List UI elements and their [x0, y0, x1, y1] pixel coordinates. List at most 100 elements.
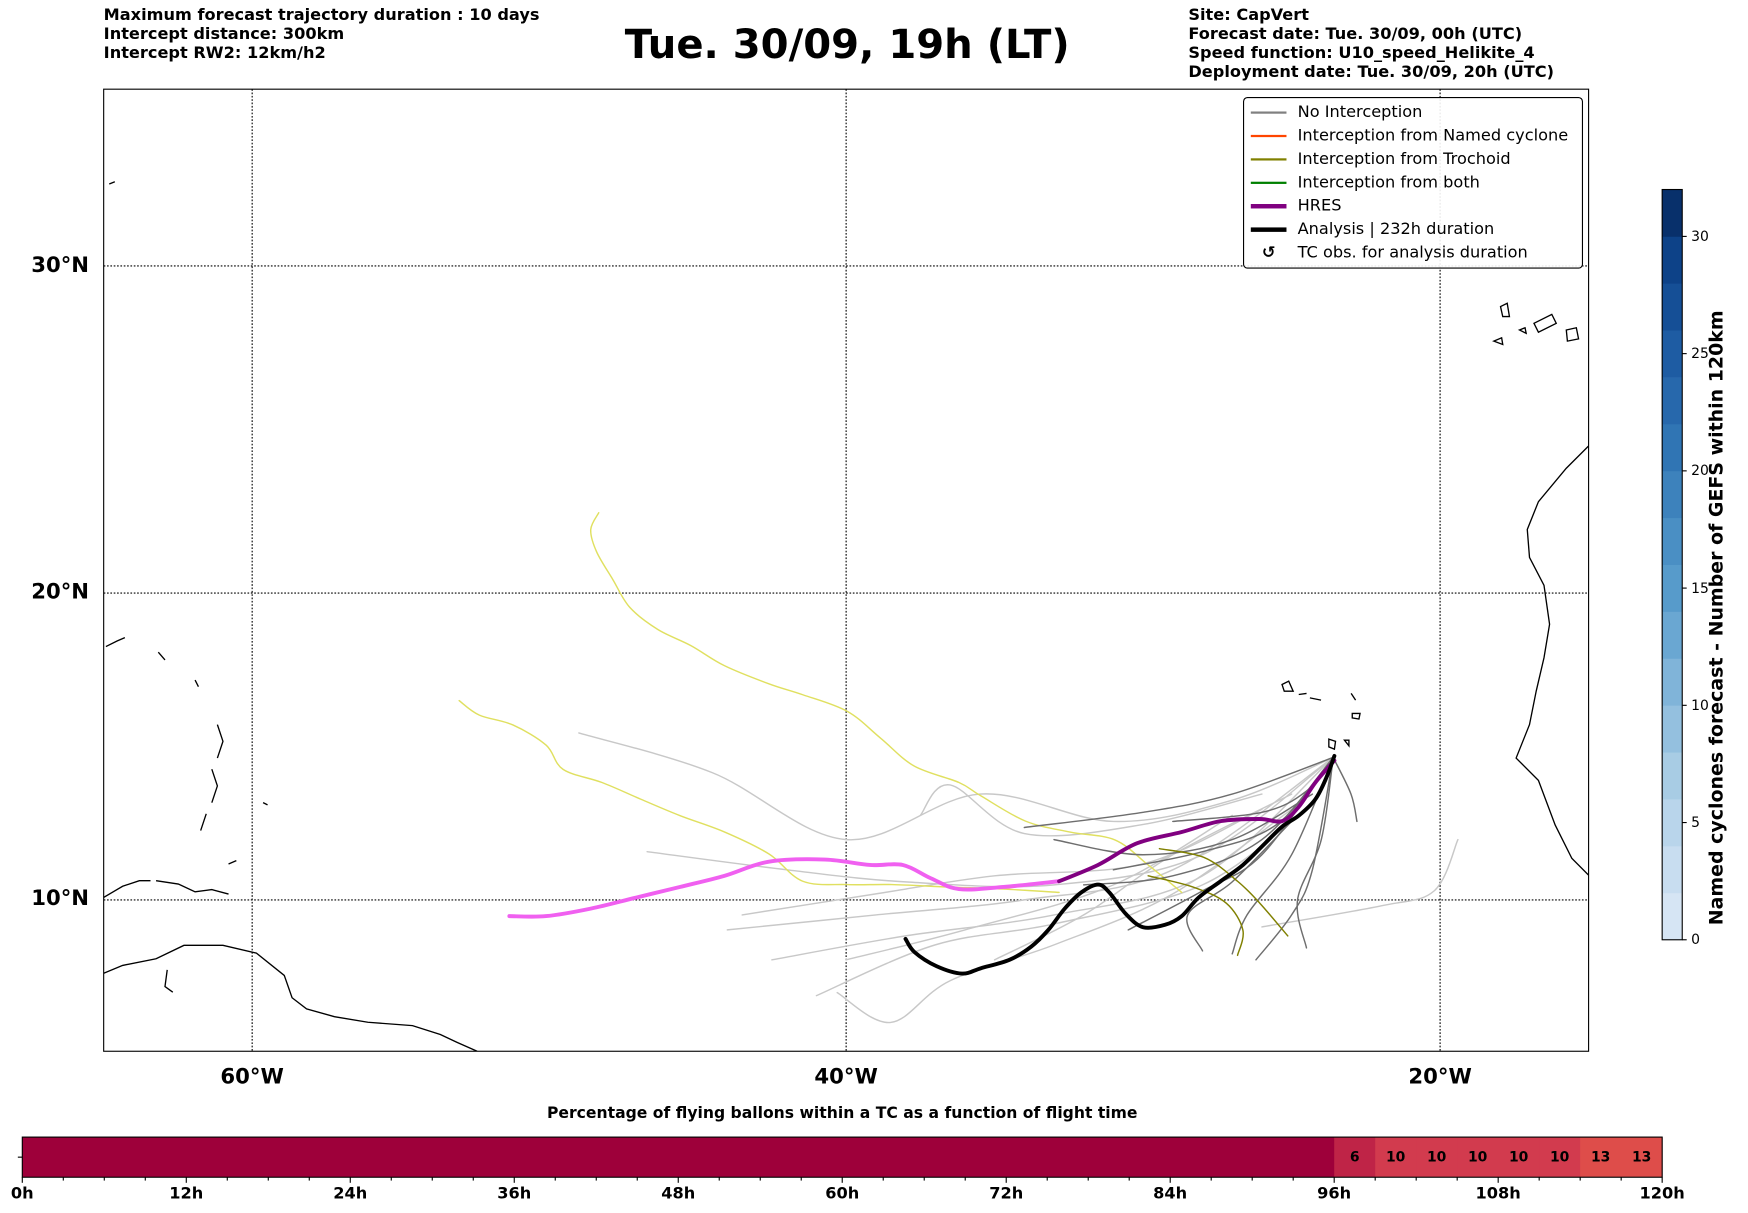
legend-label: Interception from Named cyclone	[1297, 127, 1569, 145]
time-bar-cell	[104, 1137, 146, 1178]
time-bar-cell	[965, 1137, 1007, 1178]
time-bar-cell	[1457, 1137, 1499, 1178]
colorbar-tick-label: 5	[1691, 813, 1701, 831]
time-bar-tick-label: 96h	[1317, 1185, 1352, 1203]
time-bar-value: 10	[1467, 1148, 1488, 1165]
ensemble-track-no-interception	[1332, 756, 1358, 823]
legend-label: Analysis | 232h duration	[1297, 220, 1495, 239]
caribbean-islands	[103, 181, 268, 993]
time-bar-cell	[719, 1137, 761, 1178]
coastlines	[103, 181, 1589, 1052]
ensemble-track-light	[1261, 838, 1459, 928]
time-bar-tick-label: 12h	[169, 1185, 204, 1203]
lon-label: 40°W	[814, 1064, 878, 1090]
colorbar-band	[1662, 892, 1683, 941]
ensemble-track-light	[836, 808, 1293, 1024]
time-bar-cell	[309, 1137, 351, 1178]
ensemble-track-light	[578, 732, 1334, 841]
time-bar-cell	[760, 1137, 802, 1178]
legend-item: ↺ TC obs. for analysis duration	[1244, 242, 1528, 264]
lat-label: 30°N	[31, 252, 90, 278]
colorbar-band	[1662, 189, 1683, 237]
time-bar-cell	[678, 1137, 720, 1178]
time-bar-title: Percentage of flying ballons within a TC…	[546, 1104, 1138, 1123]
ensemble-track-no-interception	[1023, 756, 1334, 829]
colorbar-band	[1662, 845, 1683, 894]
colorbar-band	[1662, 330, 1683, 378]
lat-label: 10°N	[31, 886, 90, 912]
colorbar-band	[1662, 377, 1683, 425]
time-bar-value: 13	[1590, 1148, 1611, 1165]
legend-item: Interception from Trochoid	[1244, 148, 1511, 170]
legend-line-swatch	[1250, 158, 1287, 161]
legend-label: Interception from Trochoid	[1297, 150, 1511, 169]
legend-item: Analysis | 232h duration	[1244, 219, 1494, 241]
time-bar-cell	[1129, 1137, 1171, 1178]
time-bar-tick-label: 120h	[1639, 1185, 1685, 1203]
time-bar-tick-label: 72h	[989, 1185, 1024, 1203]
colorbar-tick-label: 0	[1691, 930, 1701, 948]
time-bar-cell	[1498, 1137, 1540, 1178]
time-bar-tick-label: 24h	[333, 1185, 368, 1203]
colorbar-band	[1662, 236, 1683, 284]
time-bar-cell	[1211, 1137, 1253, 1178]
info-deployment-date: Deployment date: Tue. 30/09, 20h (UTC)	[1188, 63, 1555, 82]
info-duration: Maximum forecast trajectory duration : 1…	[103, 6, 540, 25]
time-bar-value: 10	[1426, 1148, 1447, 1165]
time-bar-cell	[924, 1137, 966, 1178]
time-bar-tick-label: 0h	[10, 1185, 34, 1203]
tc-obs-marker-icon: ↺	[1261, 244, 1276, 262]
colorbar	[1661, 188, 1687, 941]
time-bar-cell	[1088, 1137, 1130, 1178]
time-bar-cell	[227, 1137, 269, 1178]
africa-coast	[1515, 445, 1589, 876]
time-bar-cell	[1170, 1137, 1212, 1178]
lon-label: 20°W	[1408, 1064, 1472, 1090]
legend-item: Interception from both	[1244, 172, 1480, 194]
time-bar-cell	[637, 1137, 679, 1178]
hres-track	[1057, 758, 1337, 884]
time-bar-tick-label: 84h	[1153, 1185, 1188, 1203]
time-bar-cell	[1580, 1137, 1622, 1178]
ensemble-track-yellow	[590, 511, 1183, 894]
ensemble-track-yellow	[458, 699, 1060, 894]
colorbar-tick-label: 20	[1691, 461, 1709, 479]
ensemble-track-light	[845, 814, 1233, 961]
time-bar-cell	[514, 1137, 556, 1178]
time-bar-cell	[473, 1137, 515, 1178]
time-bar-cell	[555, 1137, 597, 1178]
info-intercept-distance: Intercept distance: 300km	[103, 25, 345, 44]
ensemble-track-light	[771, 756, 1334, 961]
time-bar	[17, 1136, 1663, 1183]
info-intercept-rw2: Intercept RW2: 12km/h2	[103, 44, 326, 63]
legend: No Interception Interception from Named c…	[1243, 96, 1584, 269]
time-bar-tick-label: 36h	[497, 1185, 532, 1203]
colorbar-band	[1662, 752, 1683, 800]
time-bar-cell	[432, 1137, 474, 1178]
colorbar-tick-label: 15	[1691, 579, 1709, 596]
legend-item: Interception from Named cyclone	[1244, 125, 1568, 147]
colorbar-band	[1662, 705, 1683, 753]
ensemble-track-trochoid	[1147, 875, 1244, 957]
time-bar-value: 10	[1508, 1148, 1529, 1165]
time-bar-cell	[1006, 1137, 1048, 1178]
run-info: Maximum forecast trajectory duration : 1…	[104, 7, 540, 64]
legend-item: HRES	[1244, 195, 1342, 217]
colorbar-tick-label: 10	[1691, 696, 1709, 714]
legend-item: No Interception	[1244, 101, 1422, 123]
time-bar-value: 10	[1385, 1148, 1406, 1165]
ensemble-track-no-interception	[1082, 756, 1334, 886]
legend-line-swatch	[1250, 111, 1287, 114]
legend-line-swatch	[1250, 182, 1287, 184]
time-bar-cell	[145, 1137, 187, 1178]
time-bar-cell	[596, 1137, 638, 1178]
time-bar-cell	[186, 1137, 228, 1178]
time-bar-cell	[1621, 1137, 1663, 1178]
legend-label: Interception from both	[1297, 173, 1480, 192]
legend-label: TC obs. for analysis duration	[1297, 244, 1528, 262]
ensemble-track-light	[919, 784, 1263, 837]
time-bar-cell	[1047, 1137, 1089, 1178]
time-bar-tick-label: 48h	[661, 1185, 696, 1203]
